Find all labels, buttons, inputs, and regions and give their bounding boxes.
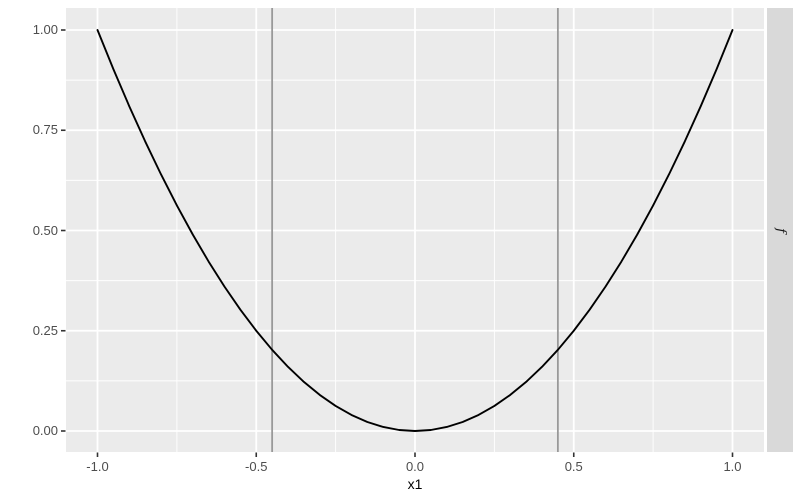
- x-axis-title: x1: [407, 476, 423, 492]
- facet-strip: f: [767, 8, 793, 452]
- x-tick-label: 0.0: [405, 459, 425, 474]
- parabola-curve: [96, 29, 734, 432]
- y-tick-label: 0.00: [32, 423, 58, 438]
- y-tick-label: 1.00: [32, 22, 58, 37]
- x-tick-label: -1.0: [86, 459, 109, 474]
- x-tick-label: 1.0: [723, 459, 742, 474]
- y-tick-label: 0.75: [32, 122, 58, 138]
- facet-strip-label: f: [772, 227, 788, 233]
- y-tick-label: 0.50: [32, 222, 58, 238]
- x-tick-label: 0.5: [564, 459, 583, 474]
- x-tick-label: -0.5: [245, 459, 268, 474]
- y-tick-label: 0.25: [32, 322, 58, 338]
